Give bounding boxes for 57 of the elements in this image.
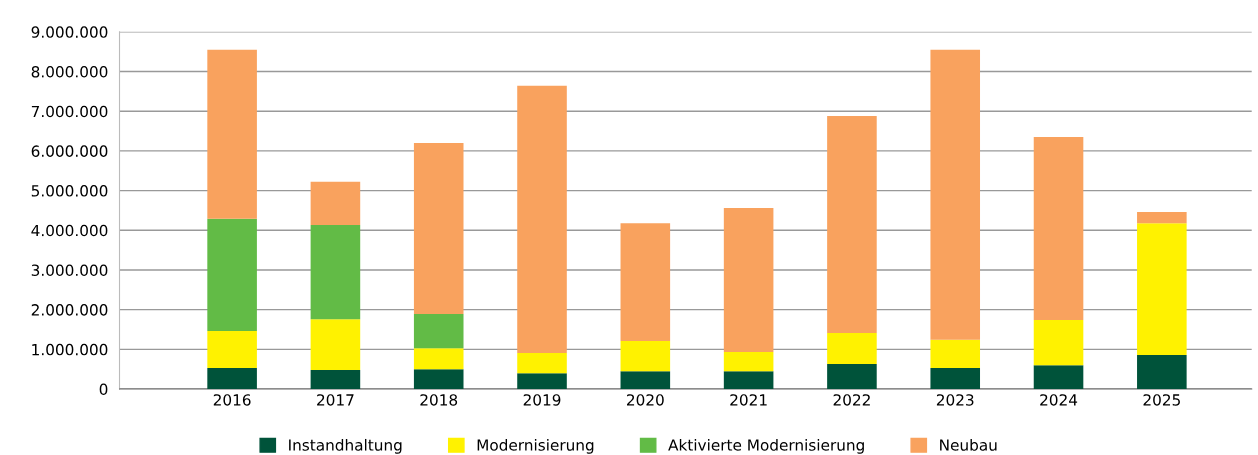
bar	[207, 218, 257, 332]
bar	[723, 208, 774, 353]
bar	[517, 85, 567, 353]
y-tick-label: 5.000.000	[31, 185, 108, 197]
legend-label: Instandhaltung	[289, 438, 402, 454]
bar	[723, 352, 774, 372]
bar	[413, 314, 464, 349]
x-tick-label: 2024	[1040, 394, 1078, 406]
bar	[620, 223, 671, 341]
bar	[1033, 137, 1084, 320]
x-tick-label: 2017	[317, 394, 354, 406]
bar	[413, 142, 464, 315]
x-tick-label: 2023	[936, 394, 974, 406]
bar	[413, 348, 464, 370]
x-tick-label: 2020	[627, 394, 664, 406]
x-tick-label: 2019	[523, 394, 561, 406]
bar	[207, 367, 257, 390]
bar	[310, 225, 361, 320]
bar	[827, 115, 877, 334]
bar	[723, 371, 774, 390]
y-tick-label: 3.000.000	[31, 264, 108, 276]
y-tick-label: 6.000.000	[31, 145, 108, 157]
bar	[1137, 223, 1187, 355]
bar	[207, 49, 257, 219]
y-tick-label: 0	[99, 383, 108, 396]
x-tick-label: 2025	[1143, 394, 1180, 406]
bar	[930, 367, 981, 390]
bar	[827, 333, 877, 365]
y-tick-label: 9.000.000	[31, 26, 108, 38]
bar	[207, 331, 257, 368]
y-tick-label: 4.000.000	[31, 224, 108, 237]
bar	[517, 352, 567, 374]
x-tick-label: 2018	[420, 394, 458, 406]
legend-label: Modernisierung	[477, 438, 594, 454]
bar	[930, 49, 981, 340]
x-tick-label: 2022	[833, 394, 870, 406]
x-tick-label: 2021	[730, 394, 767, 406]
y-tick-label: 8.000.000	[31, 66, 108, 78]
bar	[310, 369, 361, 390]
bar	[413, 369, 464, 390]
x-tick-label: 2016	[213, 394, 251, 406]
bar	[827, 364, 877, 390]
bar	[620, 341, 671, 372]
bar	[1033, 319, 1084, 366]
legend-label: Aktivierte Modernisierung	[668, 438, 864, 454]
bar	[517, 373, 567, 390]
bar	[1033, 365, 1084, 390]
bar	[1137, 354, 1187, 390]
bar	[1137, 212, 1187, 224]
legend-label: Neubau	[940, 438, 997, 451]
y-tick-label: 7.000.000	[31, 105, 108, 118]
y-tick-label: 2.000.000	[31, 304, 108, 316]
bar	[620, 371, 671, 390]
bar	[310, 319, 361, 370]
y-tick-label: 1.000.000	[32, 343, 108, 356]
bar	[930, 339, 981, 368]
bar	[310, 181, 361, 226]
